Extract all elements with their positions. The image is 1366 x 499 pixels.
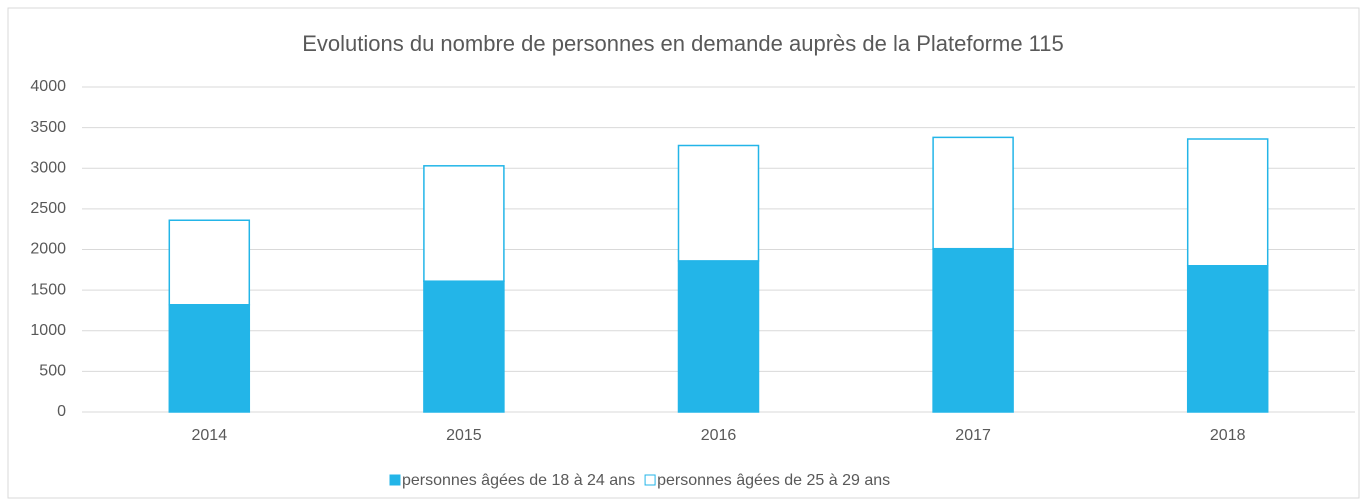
x-tick-label: 2016 xyxy=(701,427,737,444)
y-tick-label: 2500 xyxy=(30,200,66,217)
bar-segment xyxy=(1186,138,1269,267)
y-tick-label: 1000 xyxy=(30,322,66,339)
bar-segment xyxy=(932,247,1014,413)
chart-title: Evolutions du nombre de personnes en dem… xyxy=(302,31,1064,56)
legend-swatch xyxy=(389,474,401,486)
x-tick-label: 2015 xyxy=(446,427,482,444)
bar-segment xyxy=(423,280,505,413)
legend-label: personnes âgées de 18 à 24 ans xyxy=(402,472,635,489)
x-tick-label: 2014 xyxy=(192,427,228,444)
legend-label: personnes âgées de 25 à 29 ans xyxy=(657,472,890,489)
y-tick-label: 3000 xyxy=(30,159,66,176)
y-tick-label: 1500 xyxy=(30,281,66,298)
bar-segment xyxy=(677,260,760,413)
x-tick-label: 2017 xyxy=(955,427,991,444)
bar-segment xyxy=(168,304,251,413)
bar-segment xyxy=(423,165,505,282)
legend-swatch xyxy=(644,474,656,486)
x-tick-label: 2018 xyxy=(1210,427,1246,444)
y-tick-label: 0 xyxy=(57,403,66,420)
y-tick-label: 3500 xyxy=(30,119,66,136)
bar-segment xyxy=(1186,265,1269,413)
y-tick-label: 500 xyxy=(39,363,66,380)
bar-segment xyxy=(932,136,1014,250)
bar-segment xyxy=(168,219,251,306)
y-tick-label: 4000 xyxy=(30,78,66,95)
y-tick-label: 2000 xyxy=(30,241,66,258)
bar-segment xyxy=(677,144,760,262)
